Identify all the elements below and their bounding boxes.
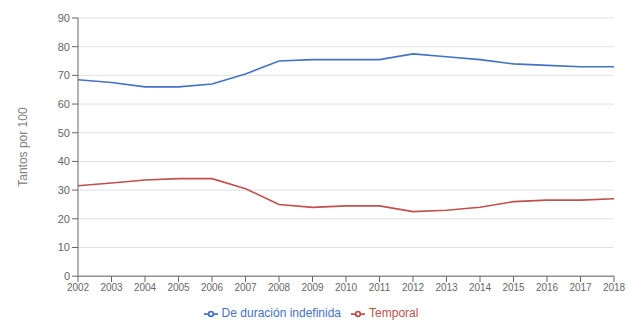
svg-text:2008: 2008 [268, 282, 291, 293]
svg-text:2017: 2017 [569, 282, 592, 293]
svg-text:Tantos por 100: Tantos por 100 [16, 107, 30, 187]
html-text:Temporal: Temporal [369, 306, 419, 321]
html-text:De duración indefinida: De duración indefinida [221, 306, 341, 321]
svg-text:2011: 2011 [369, 282, 391, 293]
svg-text:2005: 2005 [167, 282, 190, 293]
svg-text:2016: 2016 [536, 282, 559, 293]
svg-text:2012: 2012 [402, 282, 425, 293]
svg-text:60: 60 [58, 98, 70, 110]
svg-text:30: 30 [58, 184, 70, 196]
svg-text:2010: 2010 [335, 282, 358, 293]
svg-text:2006: 2006 [201, 282, 224, 293]
svg-text:70: 70 [58, 69, 70, 81]
svg-text:2002: 2002 [67, 282, 90, 293]
svg-text:10: 10 [58, 241, 70, 253]
svg-text:2009: 2009 [301, 282, 324, 293]
svg-text:2015: 2015 [502, 282, 525, 293]
svg-text:2007: 2007 [234, 282, 257, 293]
svg-text:2004: 2004 [134, 282, 157, 293]
svg-text:80: 80 [58, 41, 70, 53]
svg-text:0: 0 [64, 270, 70, 282]
svg-text:2014: 2014 [469, 282, 492, 293]
svg-text:20: 20 [58, 213, 70, 225]
svg-text:2018: 2018 [603, 282, 626, 293]
svg-text:50: 50 [58, 127, 70, 139]
svg-text:40: 40 [58, 155, 70, 167]
svg-text:2003: 2003 [100, 282, 123, 293]
svg-text:2013: 2013 [435, 282, 458, 293]
svg-text:90: 90 [58, 12, 70, 24]
